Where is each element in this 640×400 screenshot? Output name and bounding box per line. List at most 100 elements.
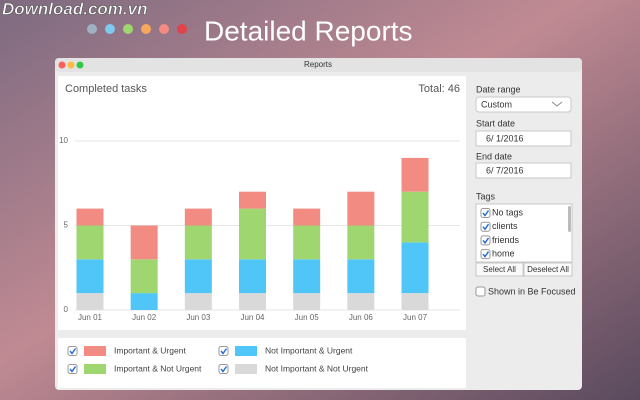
x-tick-label: Jun 06 bbox=[349, 313, 374, 322]
bar-segment bbox=[130, 225, 158, 260]
checkmark bbox=[220, 348, 228, 355]
chart-title: Completed tasks bbox=[65, 83, 147, 95]
tag-label: friends bbox=[492, 235, 520, 245]
legend-swatch bbox=[84, 364, 106, 374]
select[interactable] bbox=[475, 96, 572, 113]
bar-segment bbox=[76, 293, 104, 310]
bar-segment bbox=[401, 242, 429, 294]
checkmark bbox=[482, 210, 490, 217]
checkbox[interactable] bbox=[218, 346, 229, 356]
date-value: 6/ 7/2016 bbox=[486, 165, 524, 175]
checkbox[interactable] bbox=[67, 364, 78, 374]
checkbox[interactable] bbox=[480, 235, 491, 246]
x-tick-label: Jun 05 bbox=[295, 313, 320, 322]
bar-segment bbox=[76, 225, 104, 260]
tag-label: clients bbox=[492, 221, 518, 231]
bar-segment bbox=[347, 225, 375, 260]
checkbox[interactable] bbox=[218, 364, 229, 374]
bar-segment bbox=[293, 293, 321, 310]
label: Start date bbox=[476, 118, 515, 128]
bar-segment bbox=[293, 208, 321, 226]
legend-swatch bbox=[235, 346, 257, 356]
legend-swatch bbox=[235, 364, 257, 374]
legend-label: Important & Urgent bbox=[114, 345, 186, 355]
bar-segment bbox=[130, 293, 158, 310]
date-value: 6/ 1/2016 bbox=[486, 133, 524, 143]
legend-card bbox=[58, 338, 466, 388]
label: Date range bbox=[476, 84, 521, 94]
y-tick-label: 10 bbox=[59, 136, 68, 145]
date-input[interactable] bbox=[475, 130, 572, 147]
bar-segment bbox=[184, 259, 212, 294]
checkbox-label: Shown in Be Focused bbox=[488, 286, 576, 296]
y-tick-label: 0 bbox=[64, 305, 69, 314]
legend: Not Important & Not Urgent Not Important … bbox=[67, 345, 369, 374]
tags: No tags clients friends home bbox=[480, 207, 524, 260]
tag-label: home bbox=[492, 248, 515, 258]
label: End date bbox=[476, 151, 512, 161]
legend-label: Not Important & Not Urgent bbox=[265, 363, 369, 373]
bar-segment bbox=[184, 208, 212, 226]
checkmark bbox=[482, 237, 490, 245]
button-label: Deselect All bbox=[527, 265, 569, 274]
scrollbar bbox=[568, 206, 571, 232]
bar-segment bbox=[239, 191, 267, 209]
x-tick-label: Jun 03 bbox=[186, 313, 211, 322]
window-title: Reports bbox=[304, 60, 332, 69]
legend-label: Important & Not Urgent bbox=[114, 363, 202, 373]
chart: 0 5 10 Jun 01 Jun 02 Jun 03 Jun 04 Jun 05 Jun 06… bbox=[59, 136, 460, 322]
bar-segment bbox=[401, 157, 429, 192]
title-bar bbox=[55, 58, 582, 72]
bar-segment bbox=[76, 208, 104, 226]
bar-segment bbox=[239, 259, 267, 294]
checkmark bbox=[220, 366, 228, 373]
label: Tags bbox=[476, 191, 496, 201]
y-tick-label: 5 bbox=[64, 221, 69, 230]
button[interactable] bbox=[475, 262, 524, 277]
x-tick-label: Jun 04 bbox=[240, 313, 265, 322]
bar-segment bbox=[293, 225, 321, 260]
bar-segment bbox=[401, 293, 429, 310]
total: Total: 46 bbox=[418, 83, 460, 95]
watermark: Download.com.vn bbox=[2, 0, 147, 18]
minimize-button[interactable] bbox=[67, 61, 75, 69]
x-tick-label: Jun 07 bbox=[403, 313, 428, 322]
checkmark bbox=[482, 223, 490, 231]
x-tick-label: Jun 01 bbox=[78, 313, 103, 322]
tag-list bbox=[475, 203, 573, 263]
checkmark bbox=[69, 348, 77, 355]
legend-swatch bbox=[84, 346, 106, 356]
checkbox[interactable] bbox=[480, 208, 491, 218]
bar-segment bbox=[184, 225, 212, 260]
bar-segment bbox=[76, 259, 104, 294]
select-value: Custom bbox=[481, 99, 512, 109]
x-tick-label: Jun 02 bbox=[132, 313, 157, 322]
bar-segment bbox=[239, 208, 267, 260]
checkbox[interactable] bbox=[480, 221, 491, 232]
bar-segment bbox=[347, 259, 375, 294]
tag-label: No tags bbox=[492, 207, 524, 217]
sidebar: Date range Custom Start date 6/ 1/2016 E… bbox=[475, 84, 576, 297]
bar-segment bbox=[184, 293, 212, 310]
bar-segment bbox=[347, 293, 375, 310]
button-label: Select All bbox=[483, 265, 516, 274]
page-title: Detailed Reports bbox=[204, 15, 413, 46]
checkbox[interactable] bbox=[475, 286, 486, 297]
checkbox[interactable] bbox=[480, 249, 491, 260]
zoom-button[interactable] bbox=[76, 61, 84, 69]
color-dots bbox=[87, 24, 187, 34]
bar-segment bbox=[130, 259, 158, 294]
checkbox[interactable] bbox=[67, 346, 78, 356]
legend-label: Not Important & Urgent bbox=[265, 345, 353, 355]
checkmark bbox=[482, 251, 490, 258]
bar-segment bbox=[347, 191, 375, 226]
close-button[interactable] bbox=[58, 61, 66, 69]
button[interactable] bbox=[523, 262, 573, 277]
bar-segment bbox=[239, 293, 267, 310]
date-input[interactable] bbox=[475, 162, 572, 179]
bar-segment bbox=[401, 191, 429, 243]
chevron bbox=[551, 101, 563, 107]
checkmark bbox=[69, 366, 77, 373]
bar-segment bbox=[293, 259, 321, 294]
